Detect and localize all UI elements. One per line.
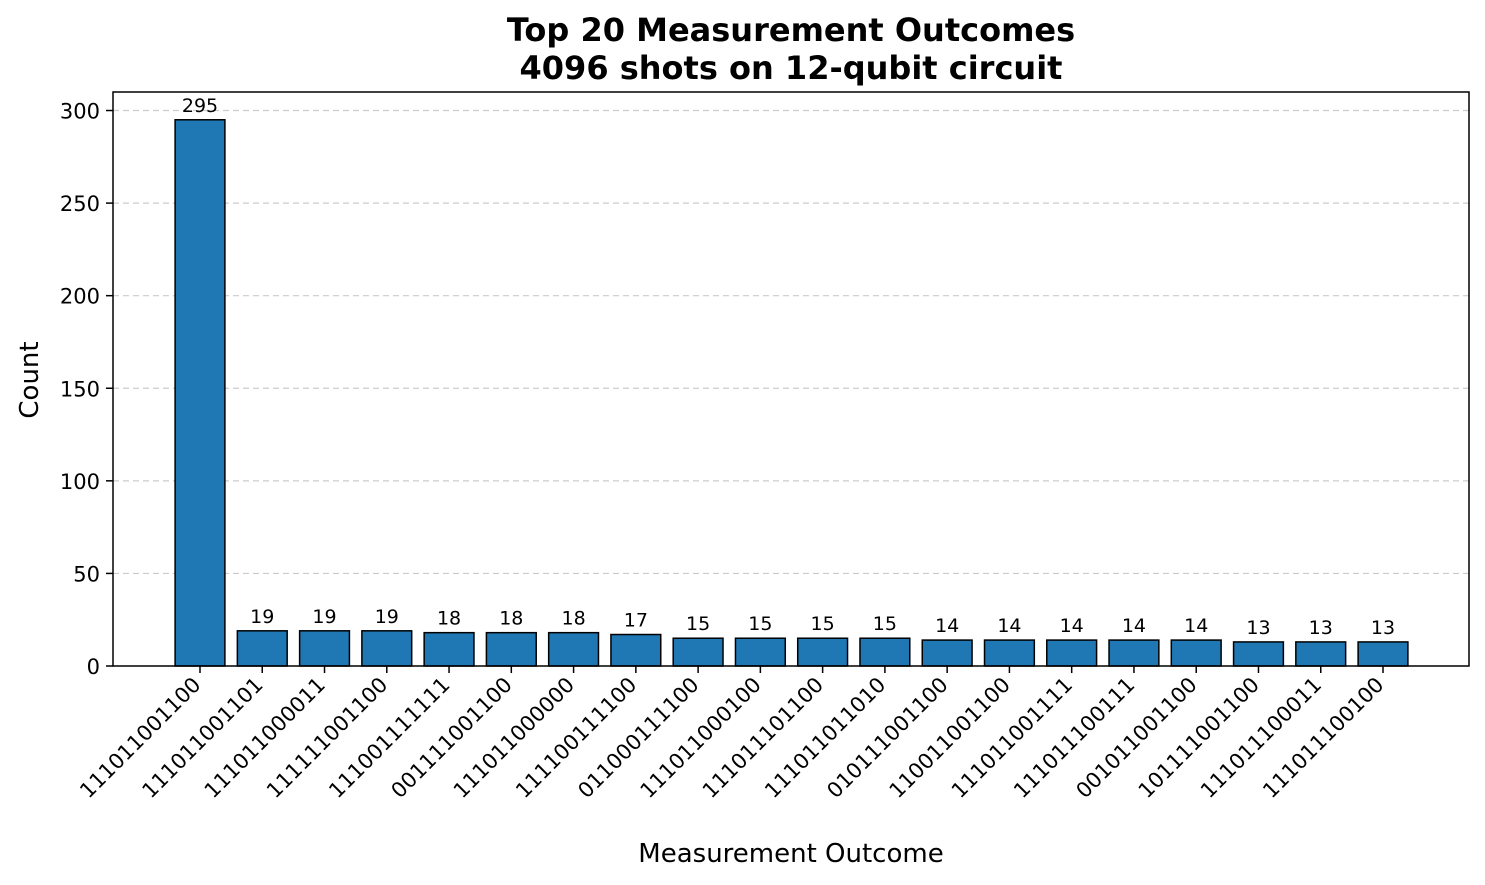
bar-value-label: 17 <box>624 610 648 632</box>
bar <box>610 633 662 667</box>
bar <box>298 630 351 667</box>
bar <box>1170 639 1222 667</box>
bar-value-label: 18 <box>499 608 523 630</box>
data-labels: 295 19 19 19 18 18 18 17 15 15 15 15 14 14 14 14 14 13 13 1… <box>182 95 1395 639</box>
bar-value-label: 15 <box>748 613 772 635</box>
bar <box>485 631 537 667</box>
bar <box>236 630 288 667</box>
bar <box>547 631 600 667</box>
bar <box>1232 641 1285 667</box>
chart-subtitle: 4096 shots on 12-qubit circuit <box>520 49 1063 87</box>
bars <box>174 119 1409 667</box>
bar-value-label: 18 <box>437 608 461 630</box>
y-tick-label: 50 <box>73 562 100 586</box>
y-axis-label: Count <box>15 341 45 418</box>
y-axis-ticks: 0 50 100 150 200 250 300 <box>60 100 113 679</box>
bar <box>1108 639 1160 667</box>
x-axis-label: Measurement Outcome <box>638 839 943 869</box>
bar-value-label: 13 <box>1246 617 1270 639</box>
bar-value-label: 19 <box>250 606 274 628</box>
bar-value-label: 14 <box>935 615 959 637</box>
bar <box>361 630 413 667</box>
bar-value-label: 14 <box>997 615 1021 637</box>
bar <box>734 637 787 667</box>
bar-value-label: 14 <box>1060 615 1084 637</box>
y-tick-label: 150 <box>60 377 100 401</box>
y-tick-label: 100 <box>60 470 100 494</box>
bar-value-label: 19 <box>375 606 399 628</box>
bar-value-label: 14 <box>1122 615 1146 637</box>
bar-value-label: 15 <box>811 613 835 635</box>
y-tick-label: 250 <box>60 192 100 216</box>
y-tick-label: 300 <box>60 100 100 124</box>
bar <box>423 631 475 667</box>
bar-value-label: 18 <box>561 608 585 630</box>
bar-value-label: 13 <box>1371 617 1395 639</box>
bar-value-label: 19 <box>312 606 336 628</box>
bar <box>1295 641 1347 667</box>
bar <box>174 119 226 667</box>
bar <box>1357 641 1409 667</box>
x-axis-ticks: 1110110011001110110011011110110000111111… <box>75 666 1389 803</box>
bar <box>983 639 1036 667</box>
bar-value-label: 13 <box>1309 617 1333 639</box>
y-tick-label: 0 <box>87 655 100 679</box>
bar-value-label: 15 <box>873 613 897 635</box>
bar <box>796 637 849 667</box>
bar-value-label: 14 <box>1184 615 1208 637</box>
bar-value-label: 295 <box>182 95 218 117</box>
y-tick-label: 200 <box>60 285 100 309</box>
plot-frame <box>112 91 1470 667</box>
bar <box>859 637 911 667</box>
gridlines <box>113 109 1469 575</box>
bar <box>921 639 973 667</box>
bar <box>1046 639 1098 667</box>
chart-title: Top 20 Measurement Outcomes <box>507 11 1075 49</box>
bar <box>672 637 724 667</box>
bar-value-label: 15 <box>686 613 710 635</box>
